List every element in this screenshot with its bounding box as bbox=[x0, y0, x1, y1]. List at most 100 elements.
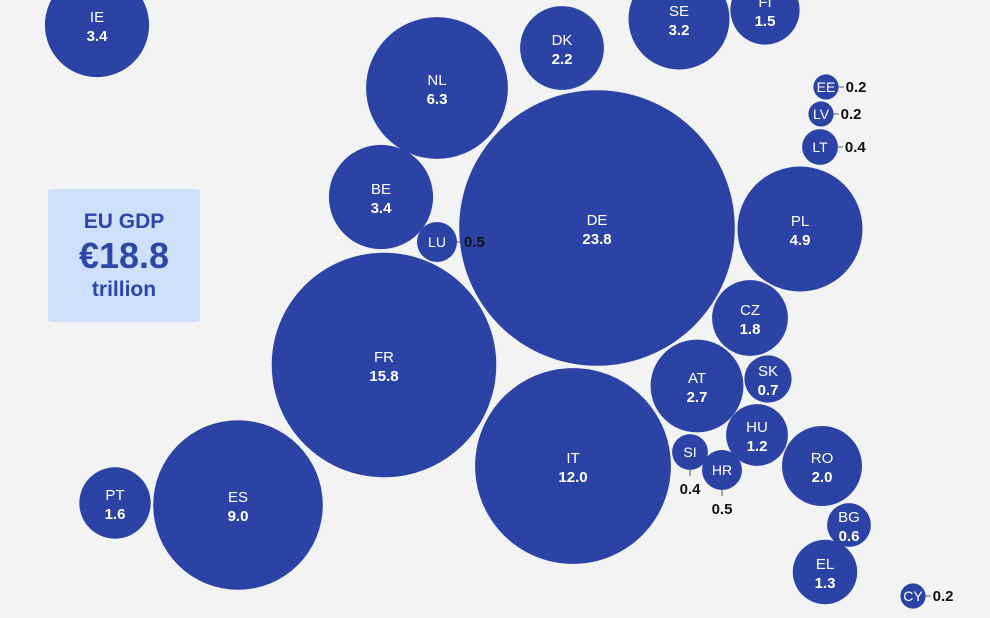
bubble-group-hr: HR 0.5 bbox=[702, 450, 742, 518]
bubble-ie bbox=[44, 0, 150, 78]
bubble-code-el: EL bbox=[816, 556, 834, 573]
bubble-group-lt: LT 0.4 bbox=[802, 129, 866, 165]
bubble-it bbox=[475, 368, 671, 564]
bubble-code-nl: NL bbox=[427, 72, 446, 89]
bubble-group-ee: EE 0.2 bbox=[813, 74, 867, 100]
bubble-code-fr: FR bbox=[374, 349, 394, 366]
bubble-code-be: BE bbox=[371, 181, 391, 198]
bubble-code-cz: CZ bbox=[740, 302, 760, 319]
bubble-value-el: 1.3 bbox=[815, 575, 836, 592]
bubble-value-es: 9.0 bbox=[228, 508, 249, 525]
bubble-lt bbox=[802, 129, 838, 165]
bubble-value-pl: 4.9 bbox=[790, 232, 811, 249]
bubble-value-fi: 1.5 bbox=[755, 13, 776, 30]
bubble-code-sk: SK bbox=[758, 363, 778, 380]
bubble-hu bbox=[726, 404, 788, 466]
bubble-value-ro: 2.0 bbox=[812, 469, 833, 486]
bubble-code-it: IT bbox=[566, 450, 579, 467]
bubble-code-de: DE bbox=[587, 212, 608, 229]
bubble-hr bbox=[702, 450, 742, 490]
bubble-code-lu: LU bbox=[428, 234, 446, 250]
bubble-value-be: 3.4 bbox=[371, 200, 393, 217]
bubble-fi bbox=[730, 0, 800, 45]
bubble-code-lt: LT bbox=[812, 139, 828, 155]
bubble-se bbox=[628, 0, 730, 70]
bubble-code-bg: BG bbox=[838, 509, 860, 526]
bubble-code-hu: HU bbox=[746, 419, 768, 436]
bubble-value-ie: 3.4 bbox=[87, 28, 109, 45]
bubble-value-sk: 0.7 bbox=[758, 382, 779, 399]
bubble-group-ro: RO 2.0 bbox=[782, 426, 862, 506]
bubble-group-dk: DK 2.2 bbox=[520, 6, 604, 90]
bubble-group-sk: SK 0.7 bbox=[744, 355, 792, 403]
bubble-value-se: 3.2 bbox=[669, 22, 690, 39]
bubble-value-at: 2.7 bbox=[687, 389, 708, 406]
bubble-pt bbox=[79, 467, 151, 539]
bubble-nl bbox=[366, 17, 508, 159]
bubble-pl bbox=[737, 166, 863, 292]
bubble-es bbox=[153, 420, 323, 590]
summary-unit: trillion bbox=[91, 277, 157, 301]
bubble-group-es: ES 9.0 bbox=[153, 420, 323, 590]
bubble-value-si: 0.4 bbox=[680, 481, 702, 498]
bubble-code-pl: PL bbox=[791, 213, 809, 230]
bubble-value-pt: 1.6 bbox=[105, 506, 126, 523]
bubble-code-si: SI bbox=[683, 444, 696, 460]
summary-value: €18.8 bbox=[78, 234, 170, 276]
bubble-code-es: ES bbox=[228, 489, 248, 506]
bubble-group-pl: PL 4.9 bbox=[737, 166, 863, 292]
bubble-group-be: BE 3.4 bbox=[328, 144, 434, 250]
bubble-group-lv: LV 0.2 bbox=[808, 101, 862, 127]
bubble-lv bbox=[808, 101, 834, 127]
bubble-group-se: SE 3.2 bbox=[628, 0, 730, 70]
bubble-dk bbox=[520, 6, 604, 90]
bubble-value-de: 23.8 bbox=[582, 231, 611, 248]
bubble-code-at: AT bbox=[688, 370, 706, 387]
eu-gdp-summary-box: EU GDP €18.8 trillion bbox=[48, 189, 200, 322]
bubble-sk bbox=[744, 355, 792, 403]
bubble-code-ie: IE bbox=[90, 9, 104, 26]
bubble-value-dk: 2.2 bbox=[552, 51, 573, 68]
bubble-lu bbox=[417, 222, 457, 262]
bubble-bg bbox=[827, 503, 871, 547]
bubble-code-cy: CY bbox=[903, 588, 923, 604]
bubble-group-de: DE 23.8 bbox=[459, 90, 735, 366]
bubble-group-si: SI 0.4 bbox=[672, 434, 708, 498]
bubble-value-it: 12.0 bbox=[558, 469, 587, 486]
bubble-cy bbox=[900, 583, 926, 609]
bubble-value-lv: 0.2 bbox=[841, 106, 862, 123]
bubble-value-bg: 0.6 bbox=[839, 528, 860, 545]
bubble-be bbox=[328, 144, 434, 250]
bubble-value-cz: 1.8 bbox=[740, 321, 761, 338]
bubble-code-lv: LV bbox=[813, 106, 830, 122]
bubble-fr bbox=[271, 252, 497, 478]
bubble-el bbox=[792, 539, 858, 605]
bubble-group-fr: FR 15.8 bbox=[271, 252, 497, 478]
bubble-group-at: AT 2.7 bbox=[650, 339, 744, 433]
bubble-cz bbox=[712, 280, 788, 356]
bubble-code-dk: DK bbox=[552, 32, 573, 49]
bubble-value-fr: 15.8 bbox=[369, 368, 398, 385]
bubble-group-el: EL 1.3 bbox=[792, 539, 858, 605]
bubble-group-nl: NL 6.3 bbox=[366, 17, 508, 159]
bubble-value-lu: 0.5 bbox=[464, 234, 485, 251]
bubble-ro bbox=[782, 426, 862, 506]
bubble-group-it: IT 12.0 bbox=[475, 368, 671, 564]
bubble-value-lt: 0.4 bbox=[845, 139, 867, 156]
bubble-group-hu: HU 1.2 bbox=[726, 404, 788, 466]
bubble-at bbox=[650, 339, 744, 433]
bubble-value-cy: 0.2 bbox=[933, 588, 954, 605]
bubble-si bbox=[672, 434, 708, 470]
bubble-code-hr: HR bbox=[712, 462, 732, 478]
bubble-group-cy: CY 0.2 bbox=[900, 583, 954, 609]
bubble-group-ie: IE 3.4 bbox=[44, 0, 150, 78]
bubble-value-ee: 0.2 bbox=[846, 79, 867, 96]
bubble-value-hu: 1.2 bbox=[747, 438, 768, 455]
bubble-code-fi: FI bbox=[758, 0, 771, 11]
bubble-de bbox=[459, 90, 735, 366]
bubble-ee bbox=[813, 74, 839, 100]
bubble-code-ee: EE bbox=[817, 79, 836, 95]
bubble-group-lu: LU 0.5 bbox=[417, 222, 485, 262]
bubble-value-hr: 0.5 bbox=[712, 501, 733, 518]
